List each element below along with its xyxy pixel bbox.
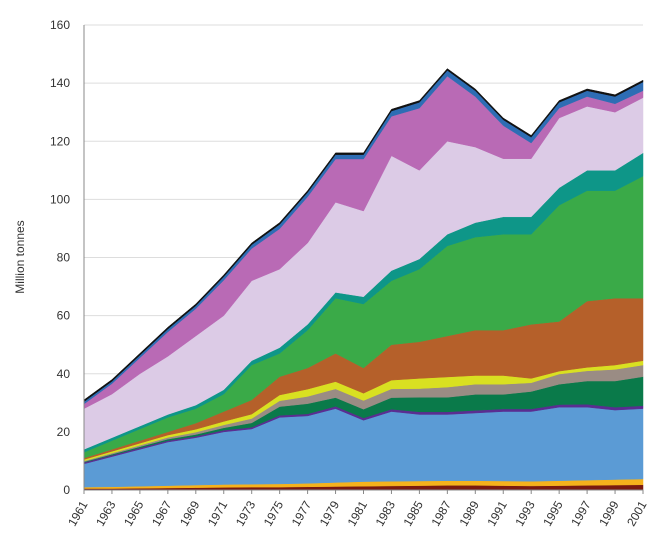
x-tick-label: 1997: [568, 498, 594, 528]
x-tick-label: 1975: [261, 498, 287, 528]
y-tick-label: 100: [50, 192, 70, 206]
x-tick-label: 1985: [401, 498, 427, 528]
x-tick-label: 1961: [65, 498, 91, 528]
y-tick-label: 80: [57, 251, 71, 265]
y-tick-label: 20: [57, 425, 71, 439]
x-tick-label: 1971: [205, 498, 231, 528]
x-tick-label: 1991: [484, 498, 510, 528]
x-tick-label: 1973: [233, 498, 259, 528]
y-tick-label: 60: [57, 309, 71, 323]
y-tick-label: 0: [63, 483, 70, 497]
x-tick-label: 1977: [289, 498, 315, 528]
x-tick-label: 1979: [317, 498, 343, 528]
y-axis-label: Million tonnes: [13, 220, 27, 293]
y-tick-label: 160: [50, 18, 70, 32]
x-tick-label: 2001: [624, 498, 650, 528]
x-tick-label: 1963: [93, 498, 119, 528]
area: [83, 68, 644, 403]
x-tick-label: 1987: [428, 498, 454, 528]
x-tick-label: 1993: [512, 498, 538, 528]
y-tick-label: 140: [50, 76, 70, 90]
x-tick-label: 1981: [345, 498, 371, 528]
x-tick-label: 1967: [149, 498, 175, 528]
x-tick-label: 1995: [540, 498, 566, 528]
y-tick-label: 40: [57, 367, 71, 381]
x-tick-label: 1989: [456, 498, 482, 528]
y-tick-label: 120: [50, 134, 70, 148]
x-tick-label: 1999: [596, 498, 622, 528]
x-tick-label: 1983: [373, 498, 399, 528]
x-tick-label: 1969: [177, 498, 203, 528]
x-tick-label: 1965: [121, 498, 147, 528]
